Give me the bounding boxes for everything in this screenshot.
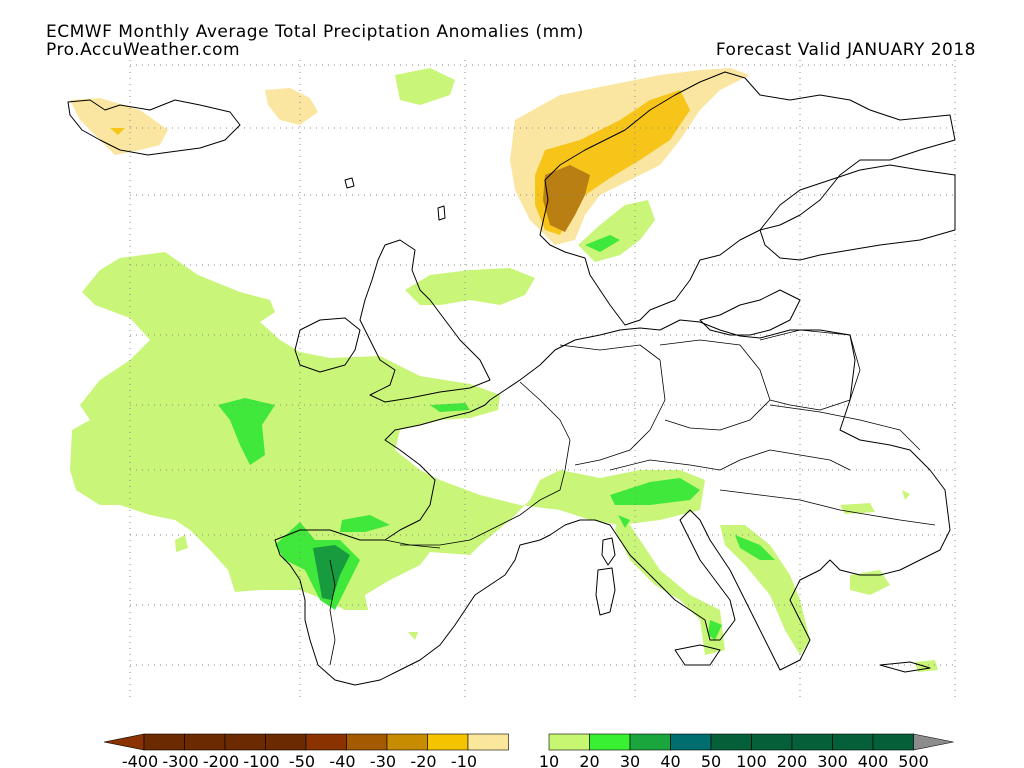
wet-area-small-3 <box>408 632 418 640</box>
border-balkans <box>719 489 936 526</box>
wet-mid-italy-south <box>708 620 722 640</box>
legend-box-dry-6 <box>386 733 428 751</box>
legend-box-wet-0 <box>548 733 590 751</box>
legend-box-dry-3 <box>265 733 307 751</box>
wet-area-balkans <box>720 525 810 655</box>
coast-corsica <box>601 537 616 566</box>
legend-box-dry-7 <box>427 733 469 751</box>
legend-label-18: 500 <box>898 752 929 768</box>
wet-area-small-1 <box>175 535 188 552</box>
coast-ireland <box>294 317 361 373</box>
legend-label-14: 100 <box>736 752 767 768</box>
forecast-valid-label: Forecast Valid JANUARY 2018 <box>715 40 976 60</box>
border-belarus <box>759 329 861 411</box>
coast-sicily <box>674 644 721 666</box>
coast-sardinia <box>595 567 616 616</box>
legend-box-wet-8 <box>872 733 914 751</box>
legend-label-0: -400 <box>122 752 158 768</box>
wet-area-italy <box>615 510 725 655</box>
legend-box-wet-4 <box>710 733 752 751</box>
legend-color-boxes <box>103 733 954 751</box>
coast-finland <box>759 164 956 261</box>
legend-label-4: -50 <box>289 752 315 768</box>
legend-box-dry-4 <box>305 733 347 751</box>
dry-mid-iceland <box>110 128 125 135</box>
border-austria <box>609 449 851 471</box>
wet-mid-adriatic <box>735 535 775 560</box>
wet-area-atlantic <box>70 252 705 610</box>
wet-anomaly-areas <box>70 68 938 672</box>
legend-box-wet-1 <box>589 733 631 751</box>
dry-area-north-sea <box>265 88 318 125</box>
legend-label-5: -40 <box>329 752 355 768</box>
legend-label-12: 40 <box>660 752 680 768</box>
source-label: Pro.AccuWeather.com <box>46 40 241 60</box>
legend-label-17: 400 <box>858 752 889 768</box>
coast-faroe <box>344 177 355 189</box>
legend-box-wet-6 <box>791 733 833 751</box>
legend-box-dry-0 <box>143 733 185 751</box>
legend-label-16: 300 <box>817 752 848 768</box>
wet-area-small-2 <box>902 490 910 500</box>
border-spain-portugal <box>329 559 336 666</box>
legend-label-11: 30 <box>620 752 640 768</box>
legend-box-wet-3 <box>670 733 712 751</box>
legend-label-1: -300 <box>162 752 198 768</box>
dry-dark-norway <box>543 165 590 232</box>
legend-label-2: -200 <box>203 752 239 768</box>
wet-mid-italy-center <box>618 515 630 528</box>
legend-label-13: 50 <box>701 752 721 768</box>
legend-label-7: -20 <box>410 752 436 768</box>
legend-box-wet-7 <box>832 733 874 751</box>
legend-box-dry-8 <box>467 733 509 751</box>
wet-area-greece-east <box>850 570 890 595</box>
dry-area-iceland <box>70 98 168 155</box>
coast-continent <box>274 319 951 686</box>
border-germany <box>559 344 666 466</box>
legend-label-15: 200 <box>777 752 808 768</box>
wet-mid-alps <box>610 478 700 505</box>
legend-box-wet-2 <box>629 733 671 751</box>
legend-label-10: 20 <box>579 752 599 768</box>
coast-great-britain <box>359 239 491 403</box>
coast-iceland <box>67 99 241 156</box>
legend-label-3: -100 <box>243 752 279 768</box>
wet-mid-france-west <box>218 398 275 465</box>
wet-dark-iberia <box>313 545 350 600</box>
border-ukraine <box>769 404 921 451</box>
map-title: ECMWF Monthly Average Total Preciptation… <box>46 22 584 42</box>
legend-box-dry-2 <box>224 733 266 751</box>
legend-label-6: -30 <box>370 752 396 768</box>
legend-label-8: -10 <box>451 752 477 768</box>
legend-label-9: 10 <box>539 752 559 768</box>
coastlines <box>67 71 956 686</box>
dry-anomaly-areas <box>70 68 750 245</box>
wet-area-iceland-sea <box>395 68 455 105</box>
wet-area-uk-north <box>405 268 535 305</box>
border-spain-france <box>384 539 441 549</box>
legend-box-dry-5 <box>346 733 388 751</box>
wet-mid-biscay <box>340 515 390 532</box>
legend-box-dry-1 <box>184 733 226 751</box>
coast-norway <box>539 71 956 326</box>
legend-box-wet-5 <box>751 733 793 751</box>
coast-crete <box>879 661 931 673</box>
legend-right-arrow <box>913 733 954 751</box>
legend-tick-labels: -400 -300 -200 -100 -50 -40 -30 -20 -10 10 20 30 40 5… <box>122 752 929 768</box>
coast-baltic <box>699 289 801 336</box>
wet-mid-norway <box>585 235 620 252</box>
legend-left-arrow <box>103 733 145 751</box>
border-france <box>400 381 571 546</box>
coast-shetland <box>437 205 446 221</box>
